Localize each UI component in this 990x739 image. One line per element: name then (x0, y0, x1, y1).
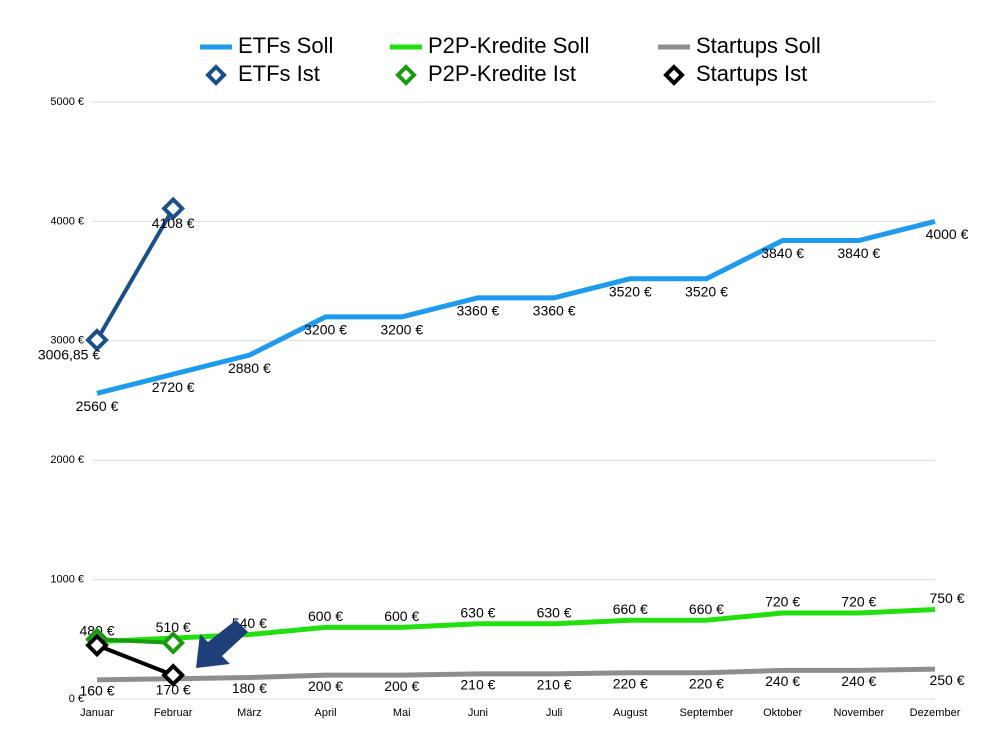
y-tick-label: 0 € (69, 693, 84, 705)
data-label: 750 € (929, 590, 964, 606)
data-label: 3006,85 € (38, 347, 100, 363)
data-label: 4108 € (152, 215, 195, 231)
data-point (85, 328, 109, 352)
data-label: 3200 € (380, 322, 423, 338)
x-tick-label: April (315, 707, 337, 719)
arrow-annotation (196, 620, 248, 668)
data-point (161, 631, 186, 655)
legend-label: P2P-Kredite Ist (428, 61, 576, 86)
data-label: 180 € (232, 680, 267, 696)
x-tick-label: Mai (393, 707, 411, 719)
data-label: 3840 € (761, 245, 804, 261)
data-label: 4000 € (926, 226, 969, 242)
data-label: 3200 € (304, 322, 347, 338)
x-tick-label: Oktober (763, 707, 802, 719)
legend-marker (205, 64, 227, 86)
y-tick-label: 5000 € (50, 96, 84, 108)
data-label: 3360 € (533, 303, 576, 319)
data-point (161, 196, 186, 221)
data-label: 210 € (537, 677, 572, 693)
data-label: 220 € (689, 675, 724, 691)
data-label: 630 € (460, 604, 495, 620)
data-label: 720 € (841, 594, 876, 610)
x-tick-label: Juli (546, 707, 563, 719)
data-label: 2560 € (76, 398, 119, 414)
legend-label: Startups Ist (696, 61, 807, 86)
data-label: 3840 € (837, 245, 880, 261)
data-label: 160 € (79, 683, 114, 699)
data-label: 240 € (841, 673, 876, 689)
data-label: 200 € (308, 678, 343, 694)
data-label: 510 € (156, 619, 191, 635)
y-tick-label: 1000 € (50, 574, 84, 586)
data-label: 240 € (765, 673, 800, 689)
data-label: 210 € (460, 677, 495, 693)
x-tick-label: Juni (468, 707, 488, 719)
y-tick-label: 2000 € (50, 454, 84, 466)
data-label: 630 € (537, 604, 572, 620)
series-line (96, 218, 936, 396)
data-label: 600 € (384, 608, 419, 624)
x-tick-label: Januar (80, 707, 114, 719)
x-tick-label: August (613, 707, 647, 719)
x-tick-label: November (833, 707, 884, 719)
data-label: 200 € (384, 678, 419, 694)
legend-marker (663, 64, 685, 86)
series-line (96, 666, 936, 683)
y-tick-label: 3000 € (50, 335, 84, 347)
data-label: 3520 € (685, 283, 728, 299)
x-tick-label: September (680, 707, 734, 719)
data-point (161, 663, 186, 687)
data-label: 2880 € (228, 360, 271, 376)
data-label: 660 € (689, 601, 724, 617)
legend-label: P2P-Kredite Soll (428, 33, 589, 58)
data-label: 170 € (156, 681, 191, 697)
data-label: 3520 € (609, 283, 652, 299)
legend-label: Startups Soll (696, 33, 821, 58)
data-label: 600 € (308, 608, 343, 624)
x-tick-label: Dezember (910, 707, 961, 719)
x-tick-label: März (237, 707, 261, 719)
data-point (85, 633, 109, 658)
data-label: 250 € (929, 672, 964, 688)
series-line (95, 207, 175, 341)
data-label: 220 € (613, 675, 648, 691)
data-label: 2720 € (152, 379, 195, 395)
series-line (96, 643, 174, 677)
x-tick-label: Februar (154, 707, 193, 719)
legend-marker (395, 64, 417, 86)
y-tick-label: 4000 € (50, 215, 84, 227)
legend-label: ETFs Soll (238, 33, 333, 58)
data-label: 660 € (613, 601, 648, 617)
series-line (96, 637, 174, 645)
data-label: 720 € (765, 594, 800, 610)
legend-label: ETFs Ist (238, 61, 320, 86)
data-label: 3360 € (456, 303, 499, 319)
